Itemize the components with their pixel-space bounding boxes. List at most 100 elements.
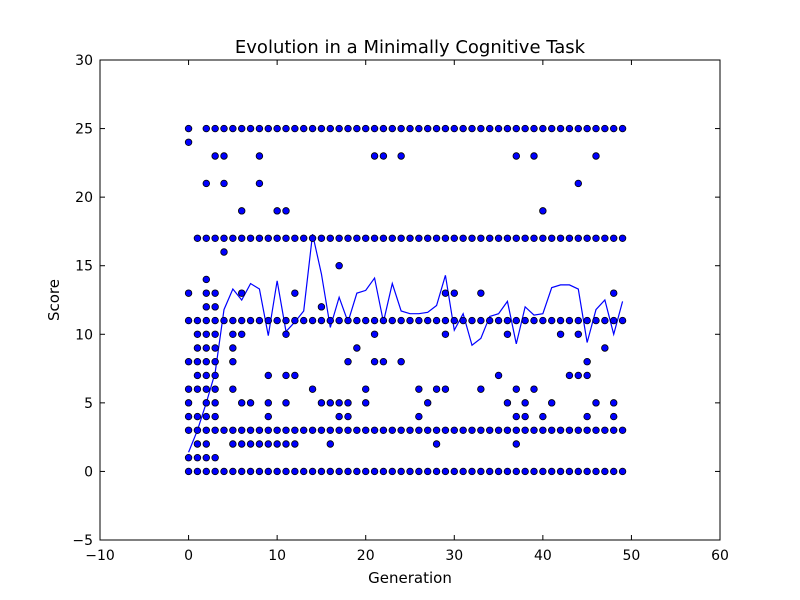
scatter-point xyxy=(584,317,591,324)
scatter-point xyxy=(442,317,449,324)
scatter-point xyxy=(566,125,573,132)
scatter-point xyxy=(478,290,485,297)
scatter-point xyxy=(610,235,617,242)
scatter-point xyxy=(416,427,423,434)
scatter-point xyxy=(602,427,609,434)
scatter-point xyxy=(548,317,555,324)
scatter-point xyxy=(274,468,281,475)
scatter-point xyxy=(548,468,555,475)
scatter-point xyxy=(247,125,254,132)
scatter-point xyxy=(424,235,431,242)
scatter-point xyxy=(247,468,254,475)
scatter-point xyxy=(194,413,201,420)
scatter-point xyxy=(203,386,210,393)
scatter-point xyxy=(327,125,334,132)
scatter-point xyxy=(610,400,617,407)
scatter-point xyxy=(433,386,440,393)
scatter-point xyxy=(522,413,529,420)
scatter-point xyxy=(478,125,485,132)
scatter-point xyxy=(619,235,626,242)
scatter-point xyxy=(203,441,210,448)
scatter-point xyxy=(442,468,449,475)
scatter-point xyxy=(256,468,263,475)
scatter-point xyxy=(584,125,591,132)
scatter-point xyxy=(593,317,600,324)
scatter-point xyxy=(566,235,573,242)
scatter-point xyxy=(575,372,582,379)
scatter-point xyxy=(416,235,423,242)
scatter-point xyxy=(371,235,378,242)
scatter-point xyxy=(522,235,529,242)
scatter-point xyxy=(451,290,458,297)
y-tick-label: −5 xyxy=(72,533,93,549)
scatter-point xyxy=(575,235,582,242)
scatter-point xyxy=(283,372,290,379)
scatter-point xyxy=(460,125,467,132)
scatter-point xyxy=(203,276,210,283)
scatter-point xyxy=(221,317,228,324)
scatter-point xyxy=(522,317,529,324)
scatter-point xyxy=(495,317,502,324)
scatter-point xyxy=(416,386,423,393)
scatter-point xyxy=(469,317,476,324)
scatter-point xyxy=(602,468,609,475)
scatter-point xyxy=(194,358,201,365)
scatter-point xyxy=(292,372,299,379)
scatter-point xyxy=(203,427,210,434)
scatter-point xyxy=(593,153,600,160)
scatter-point xyxy=(212,400,219,407)
scatter-point xyxy=(362,427,369,434)
scatter-point xyxy=(238,468,245,475)
scatter-point xyxy=(362,400,369,407)
scatter-point xyxy=(451,468,458,475)
scatter-point xyxy=(292,468,299,475)
scatter-point xyxy=(504,317,511,324)
scatter-point xyxy=(327,468,334,475)
y-tick-label: 15 xyxy=(75,259,93,275)
scatter-point xyxy=(442,427,449,434)
y-tick-label: 25 xyxy=(75,122,93,138)
scatter-point xyxy=(354,468,361,475)
scatter-point xyxy=(513,427,520,434)
scatter-point xyxy=(309,468,316,475)
scatter-point xyxy=(531,427,538,434)
scatter-point xyxy=(212,317,219,324)
scatter-point xyxy=(380,235,387,242)
scatter-point xyxy=(602,235,609,242)
scatter-point xyxy=(610,290,617,297)
scatter-point xyxy=(610,468,617,475)
scatter-point xyxy=(513,468,520,475)
scatter-point xyxy=(212,304,219,311)
scatter-point xyxy=(212,454,219,461)
scatter-point xyxy=(610,125,617,132)
scatter-point xyxy=(185,139,192,146)
scatter-point xyxy=(274,317,281,324)
scatter-point xyxy=(247,427,254,434)
scatter-point xyxy=(327,427,334,434)
scatter-point xyxy=(194,427,201,434)
scatter-point xyxy=(540,427,547,434)
scatter-point xyxy=(336,427,343,434)
scatter-point xyxy=(522,125,529,132)
scatter-point xyxy=(238,331,245,338)
scatter-point xyxy=(212,125,219,132)
scatter-point xyxy=(593,468,600,475)
scatter-point xyxy=(327,317,334,324)
scatter-point xyxy=(265,413,272,420)
y-tick-label: 30 xyxy=(75,53,93,69)
scatter-point xyxy=(354,427,361,434)
scatter-point xyxy=(486,235,493,242)
scatter-point xyxy=(203,468,210,475)
scatter-point xyxy=(557,331,564,338)
scatter-point xyxy=(256,441,263,448)
scatter-point xyxy=(318,317,325,324)
scatter-point xyxy=(416,125,423,132)
chart-title: Evolution in a Minimally Cognitive Task xyxy=(235,37,586,58)
scatter-point xyxy=(513,125,520,132)
scatter-point xyxy=(610,317,617,324)
scatter-point xyxy=(212,468,219,475)
scatter-point xyxy=(371,358,378,365)
scatter-point xyxy=(345,235,352,242)
scatter-point xyxy=(212,153,219,160)
scatter-point xyxy=(345,413,352,420)
